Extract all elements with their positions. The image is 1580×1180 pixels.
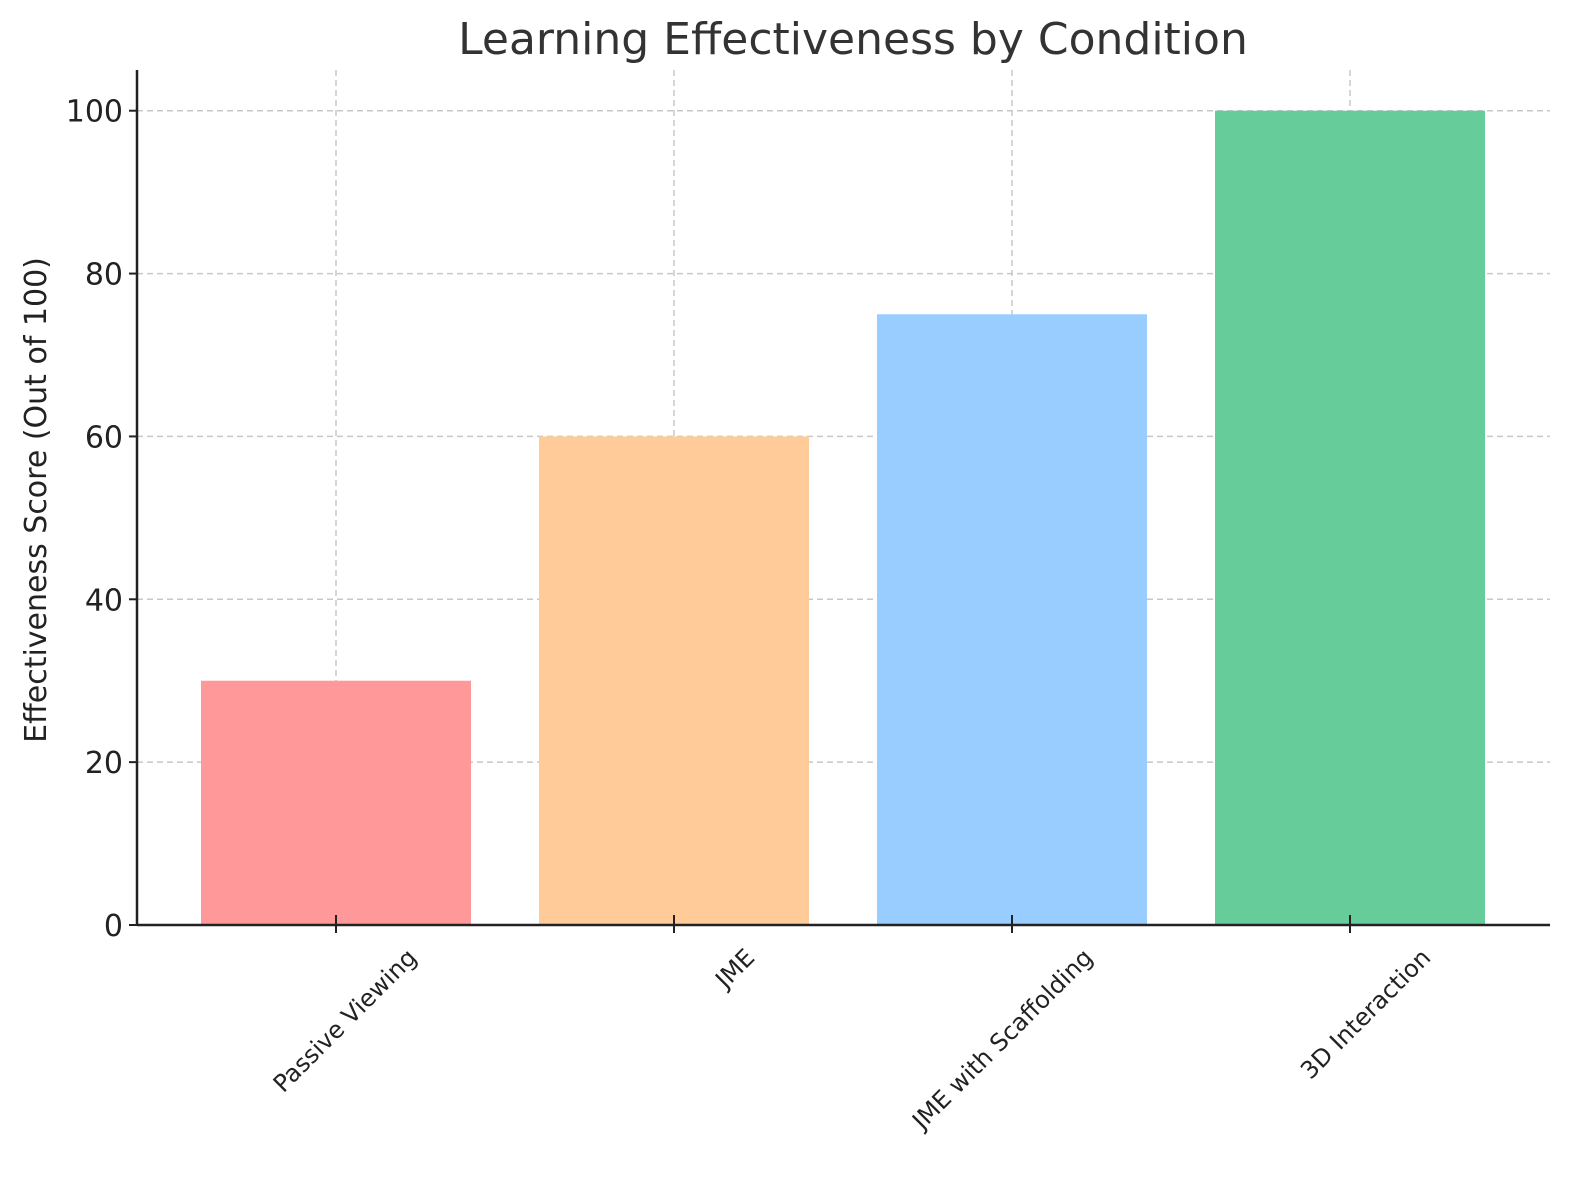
y-axis-ticks: 0 20 40 60 80 100 — [66, 95, 137, 944]
bar — [1215, 110, 1485, 925]
y-tick-label: 40 — [85, 583, 123, 618]
y-tick-label: 100 — [66, 95, 123, 130]
bar — [539, 436, 809, 925]
x-tick-label: Passive Viewing — [268, 943, 422, 1097]
bar — [877, 314, 1147, 925]
bars — [201, 110, 1485, 925]
y-tick-label: 20 — [85, 746, 123, 781]
y-tick-label: 0 — [104, 909, 123, 944]
x-axis-ticks: Passive Viewing JME JME with Scaffolding 3D… — [268, 915, 1436, 1136]
y-axis-label: Effectiveness Score (Out of 100) — [19, 257, 54, 743]
x-tick-label: JME — [709, 943, 761, 995]
y-tick-label: 60 — [85, 420, 123, 455]
chart-title: Learning Effectiveness by Condition — [458, 14, 1248, 65]
y-tick-label: 80 — [85, 258, 123, 293]
x-tick-label: 3D Interaction — [1295, 943, 1436, 1084]
x-tick-label: JME with Scaffolding — [906, 943, 1099, 1136]
bar — [201, 680, 471, 925]
axes — [135, 70, 1550, 927]
